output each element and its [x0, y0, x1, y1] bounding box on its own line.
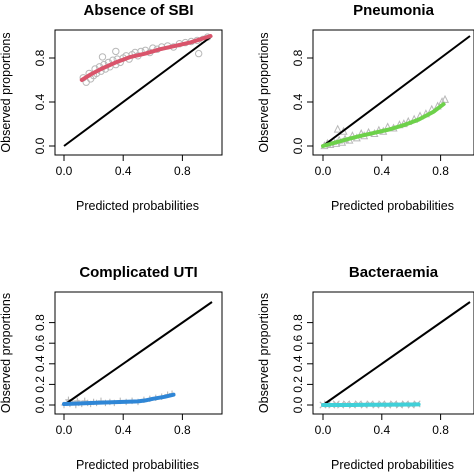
x-tick-label: 0.4 [115, 423, 132, 437]
y-tick-label: 0.0 [33, 396, 47, 413]
x-tick-label: 0.8 [174, 423, 191, 437]
panel-title: Bacteraemia [349, 264, 439, 281]
calibration-curve [79, 34, 213, 82]
data-point [112, 47, 120, 56]
y-tick-label: 0.0 [33, 137, 47, 154]
y-axis-label: Observed proportions [257, 293, 271, 413]
plot-frame [312, 29, 474, 156]
x-tick-label: 0.0 [315, 164, 332, 178]
x-axis-label: Predicted probabilities [76, 199, 199, 213]
panel-title: Pneumonia [353, 2, 435, 19]
x-tick-label: 0.0 [315, 423, 332, 437]
y-tick-label: 0.6 [291, 335, 305, 352]
plot-frame [312, 291, 474, 415]
x-tick-label: 0.8 [432, 164, 449, 178]
y-tick-label: 0.8 [33, 49, 47, 66]
plot-frame [54, 29, 223, 156]
y-tick-label: 0.0 [291, 396, 305, 413]
x-tick-label: 0.4 [373, 164, 390, 178]
reference-line [63, 301, 213, 406]
calibration-curve [62, 392, 176, 406]
x-tick-label: 0.4 [115, 164, 132, 178]
y-tick-label: 0.0 [291, 137, 305, 154]
panel-title: Complicated UTI [79, 264, 197, 281]
x-tick-label: 0.0 [56, 164, 73, 178]
panel-2: Pneumonia 0.0 0.4 0.8 0.0 0.4 0.8 Predicted pro… [257, 2, 474, 213]
y-tick-label: 0.8 [291, 49, 305, 66]
x-tick-label: 0.8 [174, 164, 191, 178]
y-tick-label: 0.8 [33, 314, 47, 331]
reference-line [322, 301, 471, 406]
y-tick-label: 0.4 [291, 355, 305, 372]
plot-frame [54, 291, 223, 415]
reference-line [322, 35, 471, 147]
x-tick-label: 0.4 [373, 423, 390, 437]
y-tick-label: 0.4 [33, 355, 47, 372]
calibration-curve [321, 102, 446, 148]
x-axis-label: Predicted probabilities [331, 458, 454, 472]
y-axis-label: Observed proportions [0, 293, 13, 413]
y-tick-label: 0.4 [33, 93, 47, 110]
y-tick-label: 0.2 [33, 376, 47, 393]
panel-1: Absence of SBI 0.0 0.4 0.8 0.0 0.4 0.8 Predicte… [0, 2, 223, 213]
reference-line [63, 35, 213, 147]
y-tick-label: 0.6 [33, 335, 47, 352]
calibration-curve [321, 402, 421, 407]
panel-3: Complicated UTI 0.0 0.4 0.8 0.0 0.2 0.4 0.6 0.8 P… [0, 264, 223, 472]
y-tick-label: 0.4 [291, 93, 305, 110]
x-tick-label: 0.8 [432, 423, 449, 437]
y-axis-label: Observed proportions [0, 32, 13, 152]
panel-title: Absence of SBI [83, 2, 193, 19]
panel-4: Bacteraemia 0.0 0.4 0.8 0.0 0.2 0.4 0.6 0.8 Predi… [257, 264, 474, 472]
y-tick-label: 0.2 [291, 376, 305, 393]
data-point [333, 124, 342, 133]
y-axis-label: Observed proportions [257, 32, 271, 152]
x-axis-label: Predicted probabilities [331, 199, 454, 213]
data-point [194, 49, 203, 58]
data-point [441, 94, 450, 103]
data-point [98, 53, 107, 61]
x-axis-label: Predicted probabilities [76, 458, 199, 472]
y-tick-label: 0.8 [291, 314, 305, 331]
x-tick-label: 0.0 [56, 423, 73, 437]
